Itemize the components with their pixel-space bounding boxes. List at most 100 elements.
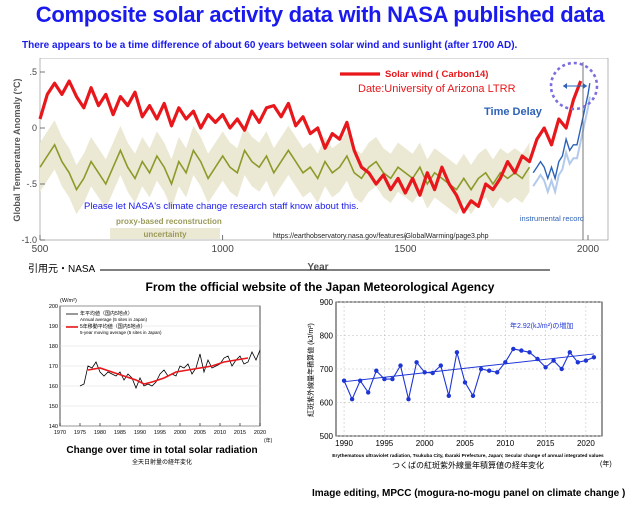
solar-chart-title-jp: 全天日射量の経年変化 <box>132 458 192 466</box>
uv-point <box>478 366 484 372</box>
uv-point <box>341 378 347 383</box>
uv-x-tick-label: 2000 <box>416 439 434 448</box>
uv-point <box>438 363 443 368</box>
source-url: https://earthobservatory.nasa.gov/featur… <box>273 233 489 240</box>
instrumental-label: instrumental record <box>520 214 584 223</box>
uv-point <box>583 358 589 363</box>
uv-x-tick-label: 2015 <box>537 439 555 448</box>
uv-chart-title-jp: つくばの紅斑紫外線量年積算値の経年変化 <box>392 460 544 470</box>
uv-point <box>511 346 516 352</box>
uv-point <box>462 380 468 385</box>
solar-y-tick-label: 200 <box>49 304 58 310</box>
solar-chart-title: Change over time in total solar radiatio… <box>66 445 257 456</box>
uv-point <box>487 368 492 373</box>
uv-point <box>406 397 411 402</box>
uv-y-tick-label: 500 <box>320 432 334 441</box>
uv-x-unit: (年) <box>600 459 612 468</box>
uv-chart-title: Erythematous ultraviolet radiation, Tsuk… <box>332 453 604 459</box>
nasa-x-tick-label: 1000 <box>212 244 235 255</box>
solar-x-tick-label: 2000 <box>174 430 186 436</box>
uv-point <box>358 378 363 383</box>
uv-point <box>414 360 419 365</box>
solar-wind-line <box>38 79 583 214</box>
uv-y-tick-label: 900 <box>320 298 334 307</box>
divider-line <box>100 269 550 271</box>
uncertainty-legend-swatch <box>110 228 220 239</box>
solar-y-tick-label: 150 <box>49 404 58 410</box>
instrumental-spread <box>532 96 591 196</box>
uv-x-tick-label: 1990 <box>335 439 353 448</box>
time-delay-label: Time Delay <box>484 106 543 118</box>
uv-point <box>535 356 540 362</box>
uv-radiation-chart: 900 800 700 600 500 1990 1995 2000 2005 2010 2015… <box>306 298 612 470</box>
uv-x-tick-label: 2020 <box>577 439 595 448</box>
nasa-temperature-chart: .5 0 -.5 -1.0 500 1000 1500 2000 Global Temper… <box>12 58 609 273</box>
uncertainty-legend-label: uncertainty <box>143 230 187 239</box>
uv-point <box>470 393 476 398</box>
nasa-x-tick-label: 500 <box>32 244 49 255</box>
uv-y-tick-label: 800 <box>320 332 334 341</box>
solar-x-tick-label: 2020 <box>254 430 266 436</box>
nasa-x-tick-label: 2000 <box>577 244 600 255</box>
uv-point <box>495 370 500 375</box>
solar-y-ticks: 200 190 180 170 160 150 140 <box>49 304 58 430</box>
solar-y-tick-label: 140 <box>49 424 58 430</box>
solar-legend-ma-en: 5-year moving average (5 sites in Japan) <box>80 330 162 335</box>
uv-point <box>503 360 508 365</box>
solar-x-tick-label: 1995 <box>154 430 166 436</box>
uv-point <box>454 350 460 355</box>
solar-y-tick-label: 180 <box>49 344 58 350</box>
solar-x-tick-label: 1975 <box>74 430 86 436</box>
solar-x-tick-label: 1990 <box>134 430 146 436</box>
uv-x-tick-label: 2005 <box>456 439 474 448</box>
solar-moving-average-line <box>87 357 249 385</box>
solar-x-tick-label: 1980 <box>94 430 106 436</box>
uv-points <box>341 346 597 402</box>
uv-y-ticks: 900 800 700 600 500 <box>320 298 334 441</box>
uv-x-tick-label: 2010 <box>496 439 514 448</box>
solar-legend-ma: 5年移動平均値（国内5地点） <box>80 323 146 330</box>
jma-heading: From the official website of the Japan M… <box>145 280 495 294</box>
uv-trend-line <box>344 353 594 383</box>
uv-point <box>366 390 371 395</box>
solar-y-tick-label: 160 <box>49 384 58 390</box>
instrumental-record-line <box>532 83 591 182</box>
nasa-x-axis-label: Year <box>307 262 328 273</box>
uv-point <box>551 358 556 363</box>
date-source-label: Date:University of Arizona LTRR <box>358 83 516 95</box>
nasa-y-ticks: .5 0 -.5 -1.0 <box>21 67 45 245</box>
solar-x-tick-label: 2010 <box>214 430 226 436</box>
uv-point <box>382 376 387 382</box>
uv-point <box>430 370 435 376</box>
nasa-y-tick-label: .5 <box>29 67 37 77</box>
uv-point <box>398 363 403 368</box>
note-text: Please let NASA's climate change researc… <box>84 201 359 212</box>
uv-point <box>575 360 580 365</box>
nasa-y-tick-label: -1.0 <box>21 235 37 245</box>
uv-trend-label: 年2.92(kJ/m²)の増加 <box>510 321 573 330</box>
uv-point <box>374 368 379 373</box>
uv-point <box>390 376 395 382</box>
solar-radiation-chart: (W/m²) 200 190 180 170 160 150 140 1970 1975 198… <box>49 298 273 466</box>
solar-legend-annual-en: Annual average (5 sites in Japan) <box>80 317 148 322</box>
citation: 引用元・NASA <box>28 264 96 275</box>
uv-y-axis-label: 紅斑紫外線量年積算値 (kJ/m²) <box>306 323 315 417</box>
page-title: Composite solar activity data with NASA … <box>35 2 605 27</box>
solar-x-tick-label: 1970 <box>54 430 66 436</box>
proxy-legend-label: proxy-based reconstruction <box>116 217 222 226</box>
uv-x-tick-label: 1995 <box>375 439 393 448</box>
image-credit: Image editing, MPCC (mogura-no-mogu pane… <box>312 488 626 499</box>
uv-point <box>559 366 564 372</box>
solar-x-tick-label: 2015 <box>234 430 246 436</box>
solar-unit-label: (W/m²) <box>60 298 77 304</box>
page-subtitle: There appears to be a time difference of… <box>22 40 518 51</box>
solar-x-tick-label: 2005 <box>194 430 206 436</box>
uv-point <box>591 355 597 360</box>
nasa-y-tick-label: -.5 <box>26 179 37 189</box>
nasa-x-ticks: 500 1000 1500 2000 <box>32 235 600 255</box>
solar-y-tick-label: 170 <box>49 364 58 370</box>
nasa-x-tick-label: 1500 <box>394 244 417 255</box>
nasa-y-tick-label: 0 <box>32 123 37 133</box>
solar-legend-annual: 年平均値（国内5地点） <box>80 310 133 317</box>
solar-x-unit: (年) <box>264 437 273 444</box>
